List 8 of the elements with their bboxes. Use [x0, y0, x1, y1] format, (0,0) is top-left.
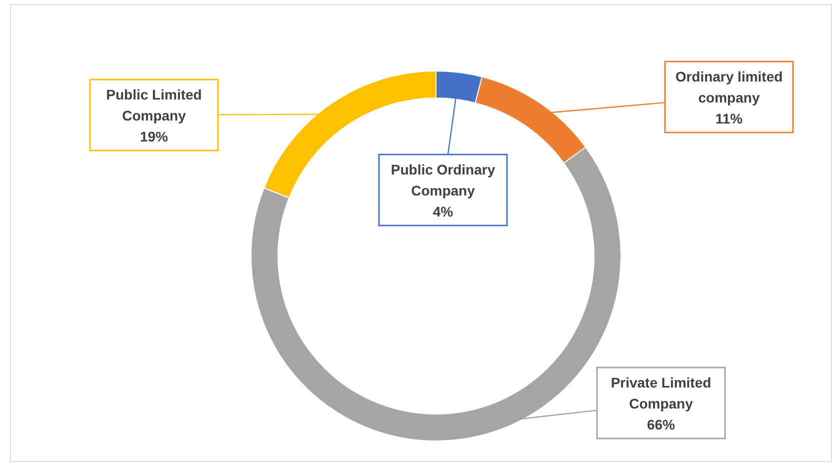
slice-label: Private Limited Company	[610, 374, 712, 412]
data-label: 66%	[646, 416, 676, 432]
slice-label: Public Limited Company	[106, 86, 202, 124]
data-label: 4%	[432, 204, 454, 220]
data-label: 19%	[140, 128, 169, 144]
slice-label: Public Ordinary Company	[390, 162, 496, 198]
slice-label: Ordinary limited company	[675, 68, 783, 106]
data-label: 11%	[715, 110, 744, 126]
